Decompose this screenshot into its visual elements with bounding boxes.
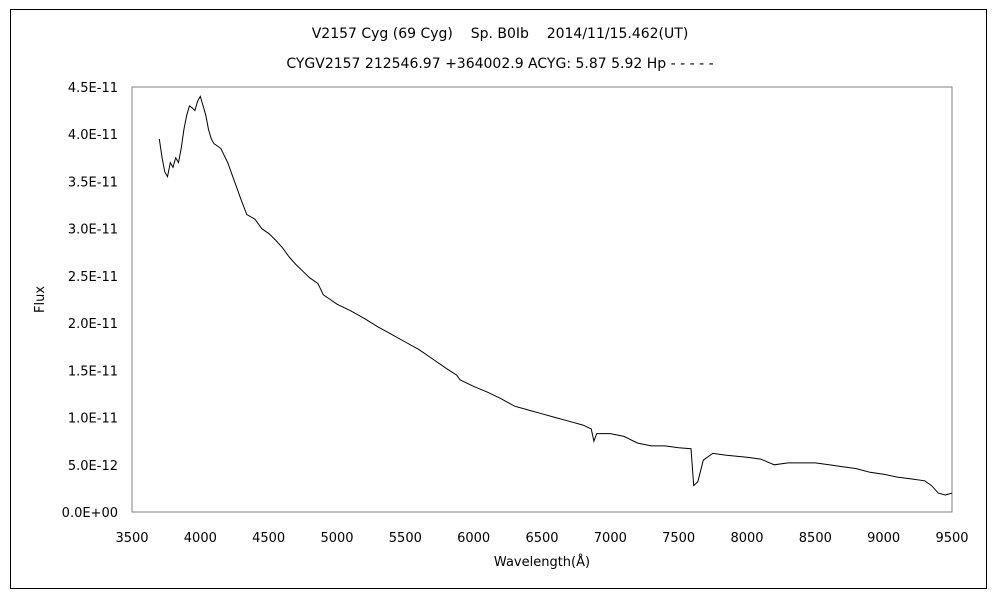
y-tick-label: 0.0E+00	[62, 506, 118, 521]
y-tick-label: 2.0E-11	[68, 317, 118, 332]
x-tick-label: 5000	[320, 531, 353, 546]
y-tick-label: 3.0E-11	[68, 223, 118, 238]
y-tick-label: 1.5E-11	[68, 364, 118, 379]
x-axis-label: Wavelength(Å)	[494, 554, 590, 570]
y-tick-label: 2.5E-11	[68, 270, 118, 285]
x-tick-label: 6500	[525, 531, 558, 546]
y-tick-label: 1.0E-11	[68, 412, 118, 427]
y-axis-label: Flux	[33, 286, 48, 313]
x-axis: 3500 4000 4500 5000 5500 6000 6500 7000 7500 8000…	[115, 531, 968, 546]
plot-area	[131, 86, 953, 513]
y-tick-label: 4.5E-11	[68, 81, 118, 96]
x-tick-label: 9500	[935, 531, 968, 546]
y-tick-label: 3.5E-11	[68, 175, 118, 190]
x-tick-label: 7000	[594, 531, 627, 546]
y-axis: 0.0E+00 5.0E-12 1.0E-11 1.5E-11 2.0E-11 2.5E-…	[62, 81, 118, 521]
chart-subtitle: CYGV2157 212546.97 +364002.9 ACYG: 5.87 …	[286, 56, 714, 72]
y-tick-label: 5.0E-12	[68, 459, 118, 474]
spectrum-line	[158, 95, 953, 496]
x-tick-label: 8500	[799, 531, 832, 546]
x-tick-label: 7500	[662, 531, 695, 546]
chart-title: V2157 Cyg (69 Cyg) Sp. B0Ib 2014/11/15.4…	[311, 26, 689, 42]
x-tick-label: 8000	[730, 531, 763, 546]
x-tick-label: 6000	[457, 531, 490, 546]
x-tick-label: 4000	[184, 531, 217, 546]
chart-frame	[10, 9, 987, 589]
x-tick-label: 4500	[252, 531, 285, 546]
y-tick-label: 4.0E-11	[68, 128, 118, 143]
x-tick-label: 9000	[867, 531, 900, 546]
x-tick-label: 3500	[115, 531, 148, 546]
x-tick-label: 5500	[389, 531, 422, 546]
